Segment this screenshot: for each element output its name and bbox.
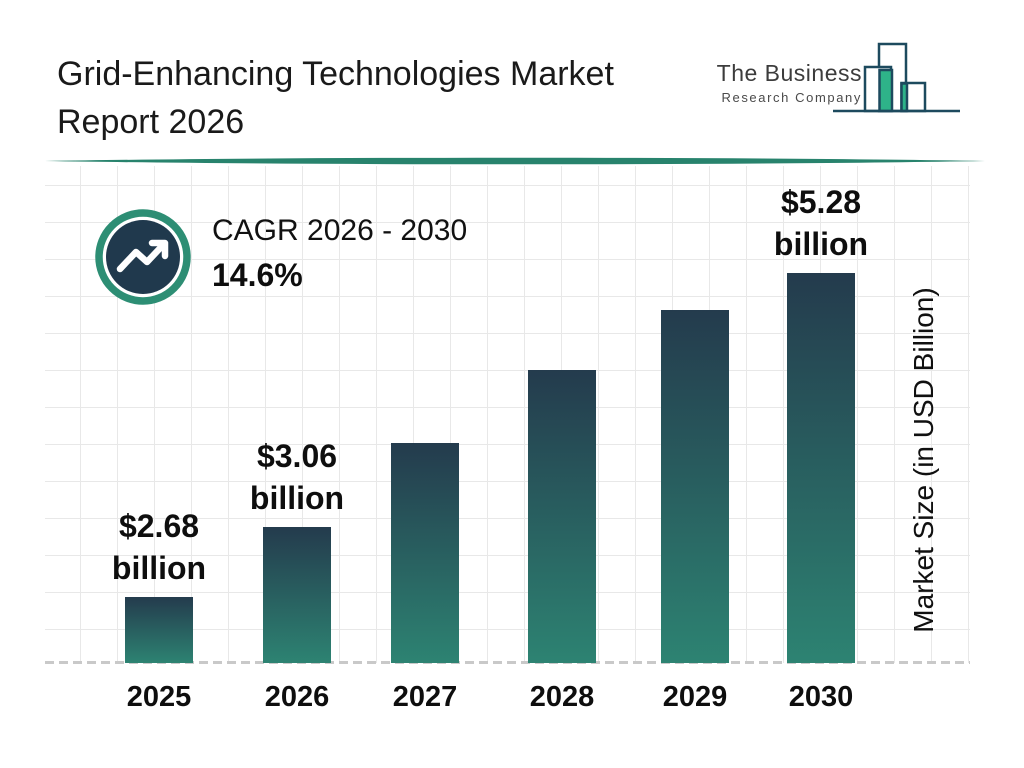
bar-value-unit: billion — [773, 226, 869, 262]
x-tick-label-2026: 2026 — [264, 681, 330, 713]
bar-value-amount: $5.28 — [780, 184, 862, 220]
company-logo: The Business Research Company — [622, 60, 862, 105]
bar-value-amount: $3.06 — [256, 438, 338, 474]
trending-up-badge-icon — [95, 209, 191, 305]
x-tick-label-2028: 2028 — [529, 681, 595, 713]
x-tick-label-2025: 2025 — [126, 681, 192, 713]
bar-value-label-2026: $3.06 billion — [212, 435, 382, 519]
bar-2026 — [263, 527, 331, 663]
cagr-value: 14.6% — [212, 257, 303, 293]
bar-2030 — [787, 273, 855, 663]
cagr-label: CAGR 2026 - 2030 — [212, 214, 468, 247]
y-axis-label: Market Size (in USD Billion) — [908, 287, 939, 633]
x-tick-label-2029: 2029 — [662, 681, 728, 713]
bar-value-unit: billion — [111, 550, 207, 586]
bar-value-unit: billion — [249, 480, 345, 516]
logo-buildings-icon — [833, 42, 960, 113]
divider — [45, 157, 985, 165]
bar-value-label-2025: $2.68 billion — [74, 505, 244, 589]
x-tick-label-2027: 2027 — [392, 681, 458, 713]
page-title-line1: Grid-Enhancing Technologies Market — [57, 55, 614, 93]
x-tick-label-2030: 2030 — [788, 681, 854, 713]
bar-value-label-2030: $5.28 billion — [736, 181, 906, 265]
logo-subtitle: Research Company — [721, 90, 862, 105]
cagr-callout: CAGR 2026 - 2030 14.6% — [212, 214, 467, 294]
logo-name: The Business — [716, 60, 862, 86]
page-title: Grid-Enhancing Technologies Market Repor… — [57, 50, 614, 146]
bar-2029 — [661, 310, 729, 663]
page-title-line2: Report 2026 — [57, 103, 245, 141]
bar-2028 — [528, 370, 596, 663]
x-axis-baseline — [45, 661, 970, 664]
bar-value-amount: $2.68 — [118, 508, 200, 544]
bar-2025 — [125, 597, 193, 663]
bar-2027 — [391, 443, 459, 663]
